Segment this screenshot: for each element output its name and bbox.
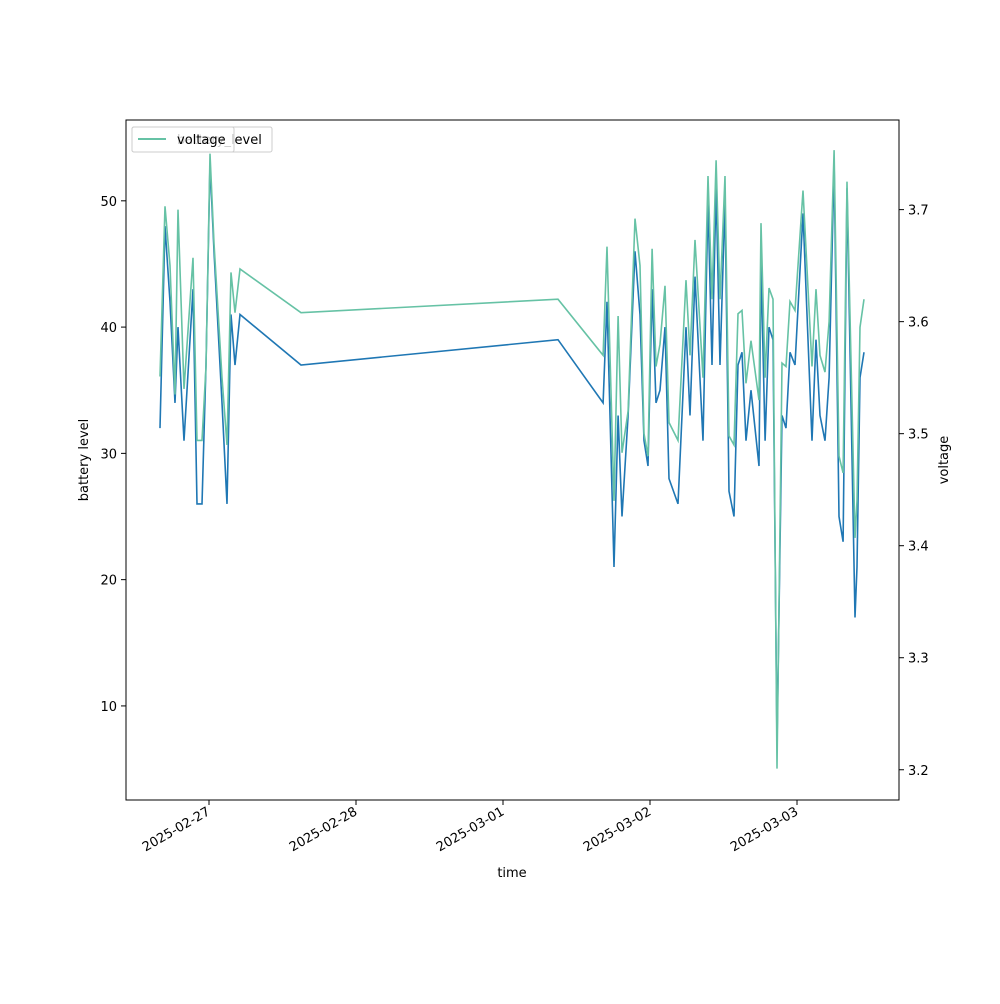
y2-tick-label: 3.6 [908,316,929,331]
y-tick-label: 50 [100,195,117,210]
x-axis-label: time [497,866,526,881]
legend: voltage [131,126,235,153]
y-tick-label: 30 [100,447,117,462]
y2-tick-label: 3.4 [908,540,929,555]
x-tick-label: 2025-03-03 [728,804,801,855]
x-tick-label: 2025-02-28 [287,804,360,855]
y-tick-label: 40 [100,321,117,336]
y2-tick-label: 3.2 [908,764,929,779]
legend-box [131,126,235,153]
series-line [159,150,865,769]
plot-frame [125,119,900,801]
y-axis-label: battery level [77,419,92,502]
y-tick-label: 10 [100,700,117,715]
legend-label: voltage [177,133,226,148]
y2-tick-label: 3.5 [908,428,929,443]
y2-tick-label: 3.7 [908,204,929,219]
x-tick-label: 2025-03-02 [581,804,654,855]
y2-tick-label: 3.3 [908,652,929,667]
x-tick-label: 2025-02-27 [140,804,213,855]
y-tick-label: 20 [100,574,117,589]
series-line [159,162,865,744]
y2-axis-label: voltage [937,436,952,485]
x-tick-label: 2025-03-01 [434,804,507,855]
